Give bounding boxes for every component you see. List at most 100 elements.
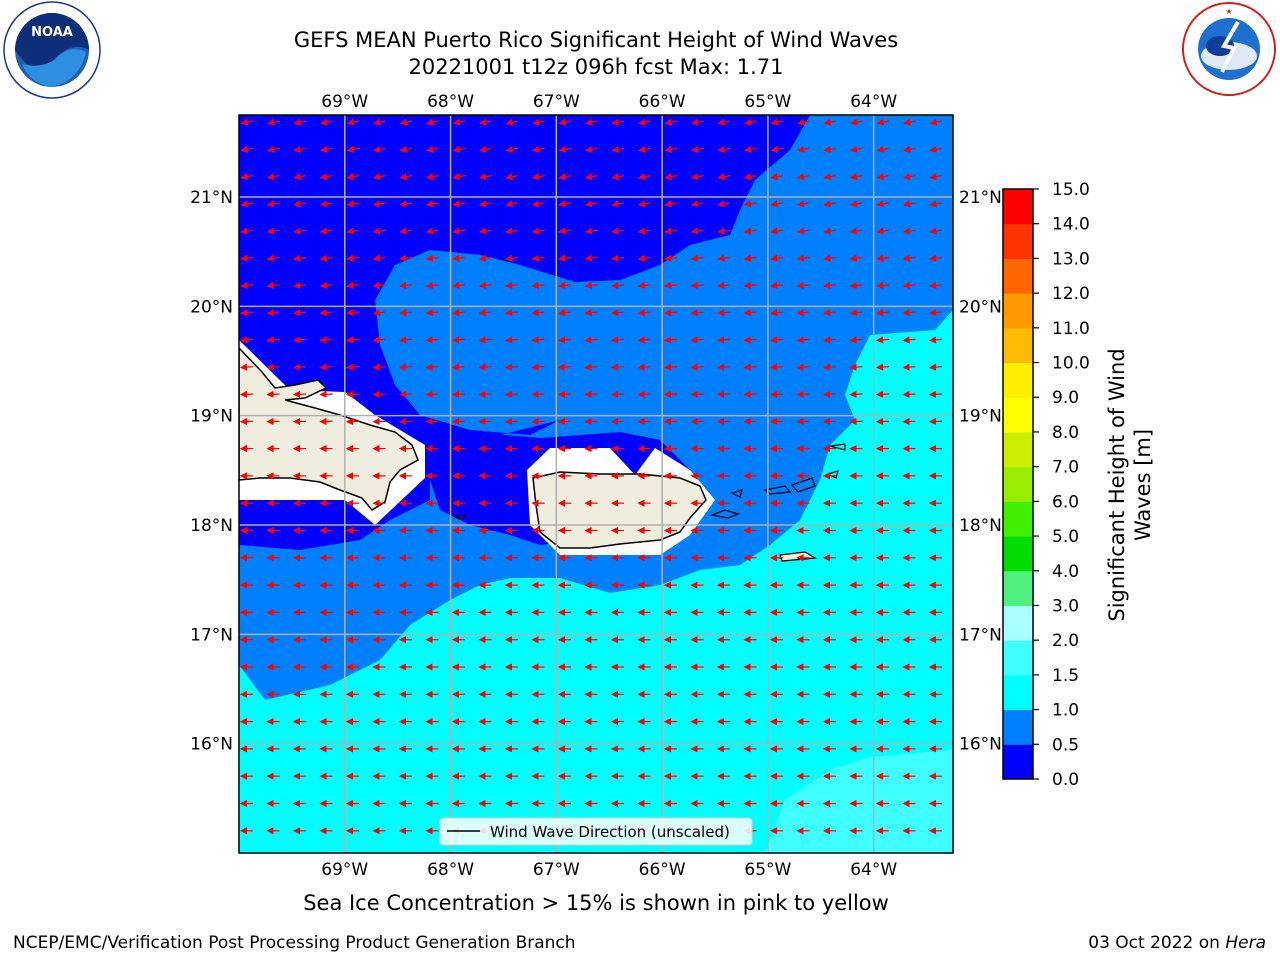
wind-vector [743,336,757,344]
colorbar-segment-12 [1003,327,1033,364]
wind-vector [452,200,466,208]
wind-vector [478,281,492,290]
wind-vector [611,145,625,153]
wind-vector [319,145,333,153]
wind-vector [796,363,810,371]
wind-vector [637,336,651,344]
wind-vector [823,254,837,262]
wind-vector [929,118,943,126]
wind-vector [558,227,572,235]
wind-vector [240,145,254,153]
wind-vector [796,200,810,208]
wind-vector [319,254,333,262]
wind-vector [822,336,837,344]
wind-vector [929,254,943,262]
wind-vector [902,390,916,398]
island-culebra [730,489,743,498]
wind-vector [823,281,837,290]
wind-vector [425,309,439,317]
colorbar-tick-0: 0.0 [1052,770,1079,790]
wind-vector [558,173,572,181]
wind-vector [346,200,360,208]
wind-vector [505,173,519,181]
wind-vector [876,227,890,235]
wind-vector [664,254,678,262]
wind-vector [425,281,439,290]
wind-vector [690,363,704,371]
wind-vector [478,254,492,262]
wind-vector [743,145,757,153]
wind-vector [849,173,863,181]
lon-ticks-top: 69°W 68°W 67°W 66°W 65°W 64°W [321,92,897,112]
lat-tick-left-4: 17°N [190,625,233,645]
lat-tick-left-3: 18°N [190,516,233,536]
wind-vector [796,145,810,153]
colorbar-segment-2 [1003,674,1033,711]
footer-left: NCEP/EMC/Verification Post Processing Pr… [13,933,576,953]
wind-vector [478,227,492,235]
colorbar-segment-15 [1003,223,1033,259]
wind-vector [398,309,413,317]
wind-vector [584,336,598,344]
lon-ticks-bottom: 69°W 68°W 67°W 66°W 65°W 64°W [321,860,897,880]
wind-vector [796,281,810,290]
colorbar-segment-6 [1003,536,1033,572]
wind-vector [849,281,863,290]
wind-vector [664,173,678,181]
wind-vector [504,363,519,371]
wind-vector [716,336,731,344]
wind-vector [346,118,360,126]
colorbar-segment-8 [1003,466,1033,502]
wind-vector [929,173,943,181]
wind-vector [690,145,704,153]
wind-vector [876,173,890,181]
wind-vector [345,363,360,371]
wind-vector [292,336,307,344]
wind-vector [690,336,704,344]
wind-vector [743,363,757,371]
wind-vector [637,173,651,181]
wind-vector [557,363,572,371]
wind-vector [239,336,254,344]
noaa-logo: NOAA [3,1,101,99]
wind-vector [266,390,280,398]
wind-vector [372,281,386,290]
wind-vector [902,363,916,371]
wind-vector [584,227,598,235]
wind-vector [796,309,810,317]
wind-vector [293,118,307,126]
wind-vector [478,363,492,371]
colorbar-label-line1: Significant Height of Wind [1105,348,1129,621]
wind-vector [478,200,492,208]
wind-vector [690,254,704,262]
wind-vector [240,118,254,126]
colorbar-tick-11: 9.0 [1052,388,1079,408]
vector-legend: Wind Wave Direction (unscaled) [439,817,753,846]
wind-vector [399,281,413,290]
colorbar-segment-14 [1003,258,1033,294]
wind-vector [266,200,280,208]
lon-tick-top-4: 65°W [744,92,791,112]
lat-tick-right-5: 16°N [959,735,1002,755]
wind-vector [690,390,704,398]
wind-vector [902,336,916,344]
wind-vector [611,118,625,126]
wind-vector [584,254,598,262]
wind-vector [769,336,784,344]
wind-vector [478,173,492,181]
wind-vector [769,309,784,317]
wind-vector [664,118,678,126]
lat-tick-right-3: 18°N [959,516,1002,536]
wind-vector [240,281,254,290]
wind-vector [319,309,333,317]
wind-vector [532,118,545,126]
wind-vector [796,336,810,344]
lon-tick-bottom-0: 69°W [321,860,368,880]
wind-vector [267,118,280,126]
wind-vector [319,173,333,181]
wind-vector [770,145,784,153]
wind-vector [876,145,890,153]
wind-vector [875,336,890,344]
wind-vector [478,390,492,398]
wind-vector [743,390,757,398]
